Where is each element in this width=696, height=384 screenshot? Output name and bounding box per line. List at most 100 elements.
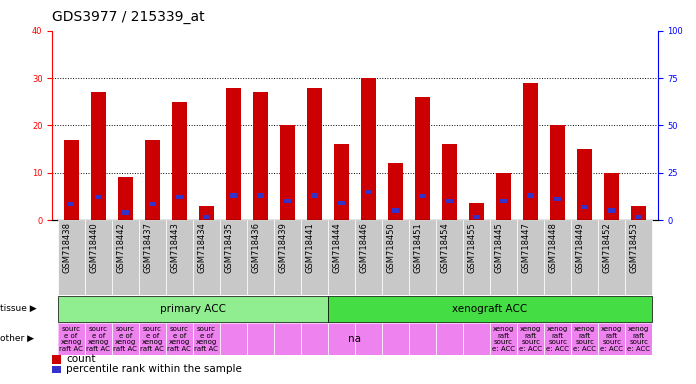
Bar	[463, 220, 490, 295]
Bar	[382, 323, 409, 355]
Text: sourc
e of
xenog
raft AC: sourc e of xenog raft AC	[86, 326, 110, 352]
Bar	[382, 220, 409, 295]
Text: sourc
e of
xenog
raft AC: sourc e of xenog raft AC	[59, 326, 83, 352]
Text: xenog
raft
sourc
e: ACC: xenog raft sourc e: ACC	[519, 326, 542, 352]
Text: GSM718437: GSM718437	[143, 222, 152, 273]
Bar	[139, 323, 166, 355]
Bar	[58, 323, 85, 355]
Bar	[338, 201, 345, 205]
Bar	[220, 323, 247, 355]
Text: sourc
e of
xenog
raft AC: sourc e of xenog raft AC	[113, 326, 137, 352]
Bar	[361, 78, 376, 220]
Text: sourc
e of
xenog
raft AC: sourc e of xenog raft AC	[141, 326, 164, 352]
Bar	[365, 190, 372, 194]
Bar	[328, 220, 355, 295]
Bar	[58, 296, 328, 322]
Bar	[95, 195, 102, 199]
Bar	[166, 323, 193, 355]
Text: GSM718446: GSM718446	[359, 222, 368, 273]
Bar	[419, 194, 426, 199]
Bar	[463, 323, 490, 355]
Text: percentile rank within the sample: percentile rank within the sample	[66, 364, 242, 374]
Bar	[85, 323, 111, 355]
Text: na: na	[349, 334, 361, 344]
Bar	[334, 144, 349, 220]
Bar	[226, 88, 241, 220]
Text: GSM718449: GSM718449	[576, 222, 585, 273]
Text: GSM718450: GSM718450	[386, 222, 395, 273]
Bar	[301, 323, 328, 355]
Bar	[311, 193, 318, 197]
Bar	[415, 97, 430, 220]
Bar	[436, 220, 463, 295]
Bar	[220, 220, 247, 295]
Bar	[58, 220, 85, 295]
Bar	[166, 220, 193, 295]
Bar	[122, 210, 129, 215]
Bar	[284, 199, 291, 203]
Text: xenog
raft
sourc
e: ACC: xenog raft sourc e: ACC	[492, 326, 515, 352]
Bar	[469, 204, 484, 220]
Bar	[551, 125, 565, 220]
Text: xenograft ACC: xenograft ACC	[452, 304, 528, 314]
Text: GSM718447: GSM718447	[522, 222, 530, 273]
Bar	[301, 220, 328, 295]
Bar	[139, 220, 166, 295]
Bar	[355, 220, 382, 295]
Bar	[581, 205, 588, 209]
Bar	[490, 220, 517, 295]
Bar	[608, 209, 615, 213]
Text: other ▶: other ▶	[0, 334, 34, 343]
Bar	[442, 144, 457, 220]
Bar	[90, 92, 106, 220]
Bar	[409, 323, 436, 355]
Bar	[274, 220, 301, 295]
Bar	[118, 177, 133, 220]
Text: sourc
e of
xenog
raft AC: sourc e of xenog raft AC	[167, 326, 191, 352]
Text: GSM718434: GSM718434	[197, 222, 206, 273]
Text: xenog
raft
sourc
e: ACC: xenog raft sourc e: ACC	[600, 326, 623, 352]
Bar	[625, 323, 652, 355]
Bar	[496, 173, 511, 220]
Bar	[199, 206, 214, 220]
Bar	[409, 220, 436, 295]
Bar	[68, 202, 74, 206]
Text: GSM718442: GSM718442	[116, 222, 125, 273]
Bar	[500, 199, 507, 203]
Bar	[193, 323, 220, 355]
Text: GSM718454: GSM718454	[441, 222, 450, 273]
Text: GSM718445: GSM718445	[495, 222, 504, 273]
Text: GSM718438: GSM718438	[62, 222, 71, 273]
Text: xenog
raft
sourc
e: ACC: xenog raft sourc e: ACC	[627, 326, 650, 352]
Text: GSM718440: GSM718440	[89, 222, 98, 273]
Bar	[64, 139, 79, 220]
Bar	[111, 323, 139, 355]
Bar	[571, 323, 599, 355]
Bar	[599, 323, 625, 355]
Bar	[257, 193, 264, 197]
Text: primary ACC: primary ACC	[160, 304, 226, 314]
Text: GSM718448: GSM718448	[548, 222, 557, 273]
Bar	[554, 197, 561, 201]
Bar	[193, 220, 220, 295]
Bar	[328, 296, 652, 322]
Bar	[280, 125, 295, 220]
Text: GSM718435: GSM718435	[224, 222, 233, 273]
Bar	[149, 202, 156, 206]
Bar	[544, 323, 571, 355]
Text: xenog
raft
sourc
e: ACC: xenog raft sourc e: ACC	[546, 326, 569, 352]
Bar	[111, 220, 139, 295]
Bar	[604, 173, 619, 220]
Text: xenog
raft
sourc
e: ACC: xenog raft sourc e: ACC	[574, 326, 596, 352]
Text: GSM718436: GSM718436	[251, 222, 260, 273]
Text: tissue ▶: tissue ▶	[0, 304, 37, 313]
Bar	[635, 215, 642, 219]
Bar	[490, 323, 517, 355]
Bar	[631, 206, 646, 220]
Bar	[203, 215, 209, 219]
Text: GSM718439: GSM718439	[278, 222, 287, 273]
Bar	[230, 193, 237, 197]
Text: count: count	[66, 354, 95, 364]
Bar	[571, 220, 599, 295]
Text: sourc
e of
xenog
raft AC: sourc e of xenog raft AC	[194, 326, 219, 352]
